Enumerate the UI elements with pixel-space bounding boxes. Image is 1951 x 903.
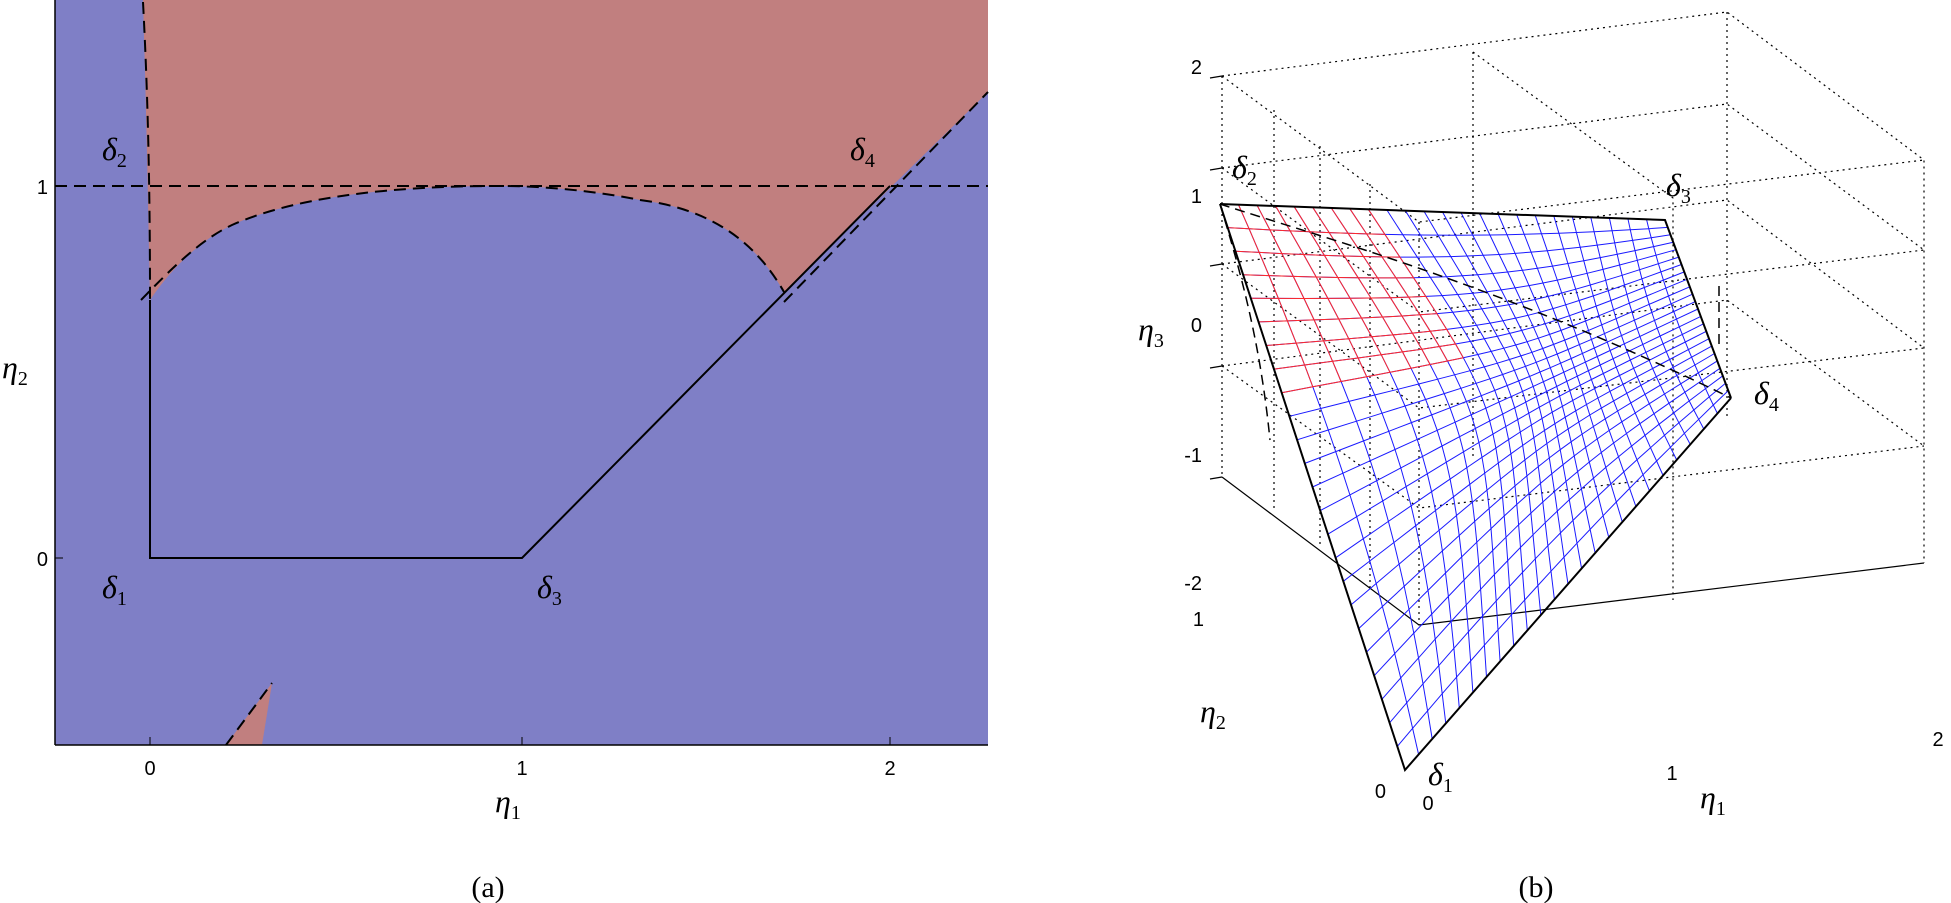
panel-a-vertex-label-delta3: δ3 [537, 569, 562, 610]
panel-b-z-tick-label-m1: -1 [1184, 445, 1202, 467]
red-mesh-line-u [1330, 207, 1431, 365]
panel-b-vertex-label-delta4: δ4 [1754, 375, 1779, 416]
panel-b-z-tick-label-m2: -2 [1184, 573, 1202, 595]
panel-a-x-tick-label-2: 2 [884, 758, 895, 780]
mesh-line-v [1281, 278, 1688, 394]
panel-a-vertex-label-delta1: δ1 [102, 569, 127, 610]
panel-b-y-tick-label-1: 1 [1193, 609, 1204, 631]
panel-a-left-boundary [142, 1, 151, 301]
panel-a-right-boundary [783, 91, 989, 303]
red-mesh-line-v [1250, 295, 1426, 300]
panel-b-z-tick-m1 [1209, 365, 1223, 369]
red-mesh-line-u [1275, 205, 1368, 377]
panel-b-z-tick-m2 [1209, 476, 1223, 480]
mesh-line-v [1381, 375, 1724, 700]
panel-b-axis-frame [1209, 75, 1925, 626]
panel-b-x-tick-label-2: 2 [1932, 729, 1943, 751]
panel-b-x-tick-label-1: 1 [1666, 763, 1677, 785]
panel-b-z-tick-2 [1209, 75, 1223, 79]
panel-a-dashed-boundaries [55, 1, 989, 746]
panel-a-red-region-upper [143, 0, 988, 300]
mesh-line-u [1608, 217, 1691, 445]
panel-b-vertex-label-delta3: δ3 [1666, 167, 1691, 208]
mesh-line-u [1423, 211, 1555, 600]
panel-a-domain-outline [149, 185, 891, 559]
red-mesh-line-u [1367, 209, 1464, 358]
panel-b-z-tick-label-2: 2 [1191, 57, 1202, 79]
panel-b-z-tick-1 [1209, 167, 1223, 171]
red-mesh-line-u [1312, 207, 1412, 369]
panel-a-x-tick-label-1: 1 [516, 758, 527, 780]
panel-b-red-surface-mesh [1219, 203, 1464, 394]
panel-b-z-tick-label-0: 0 [1191, 315, 1202, 337]
mesh-line-u [1646, 219, 1718, 414]
mesh-line-v [1350, 345, 1713, 606]
red-mesh-line-u [1349, 208, 1448, 362]
panel-a-y-tick-label-1: 1 [37, 177, 48, 199]
panel-a-caption: (a) [471, 871, 504, 903]
red-mesh-line-v [1258, 313, 1437, 323]
mesh-line-v [1366, 360, 1718, 653]
panel-a-vertex-label-delta2: δ2 [102, 131, 127, 172]
panel-b-vertex-label-delta2: δ2 [1232, 149, 1257, 190]
red-mesh-line-v [1266, 328, 1447, 346]
red-mesh-line-v [1273, 343, 1456, 370]
panel-b-y-axis-label: η2 [1200, 693, 1226, 734]
panel-a-lower-boundary [225, 682, 273, 746]
panel-b-x-tick-label-0: 0 [1422, 793, 1433, 815]
panel-b-z-tick-0 [1209, 263, 1223, 267]
mesh-line-v [1243, 241, 1674, 279]
panel-a-x-tick-label-0: 0 [144, 758, 155, 780]
mesh-line-u [1386, 209, 1528, 631]
mesh-line-u [1627, 218, 1705, 430]
mesh-line-u [1590, 217, 1678, 461]
panel-b-y-tick-label-0: 0 [1375, 781, 1386, 803]
panel-a-x-axis-label: η1 [495, 783, 521, 824]
red-mesh-line-v [1281, 357, 1464, 394]
panel-b-z-tick-label-1: 1 [1191, 186, 1202, 208]
panel-a-y-tick-label-0: 0 [37, 549, 48, 571]
mesh-line-u [1516, 214, 1623, 523]
panel-b-blue-surface-mesh [1219, 203, 1732, 771]
panel-b: 2 1 0 -1 -2 1 0 0 1 2 η3 η2 η1 δ1 δ2 δ3 … [1138, 11, 1944, 903]
panel-b-caption: (b) [1519, 871, 1554, 903]
mesh-line-v [1373, 367, 1721, 677]
mesh-line-v [1389, 382, 1726, 724]
panel-b-z-axis-label: η3 [1138, 311, 1164, 352]
panel-b-domain-edges [1219, 203, 1732, 772]
panel-b-box-grid [1221, 11, 1925, 625]
panel-a-y-axis-label: η2 [2, 349, 28, 390]
panel-b-vertex-label-delta1: δ1 [1428, 756, 1453, 797]
red-mesh-line-v [1243, 274, 1414, 279]
panel-a-ellipse-boundary [140, 184, 785, 301]
panel-b-x-axis-label: η1 [1700, 779, 1726, 820]
mesh-line-v [1335, 330, 1707, 559]
panel-a-vertex-label-delta4: δ4 [850, 131, 875, 172]
mesh-line-v [1396, 390, 1729, 747]
mesh-line-u [1367, 209, 1515, 647]
panel-a: 0 1 2 0 1 η1 η2 δ1 δ2 δ3 δ4 (a) [2, 0, 989, 903]
